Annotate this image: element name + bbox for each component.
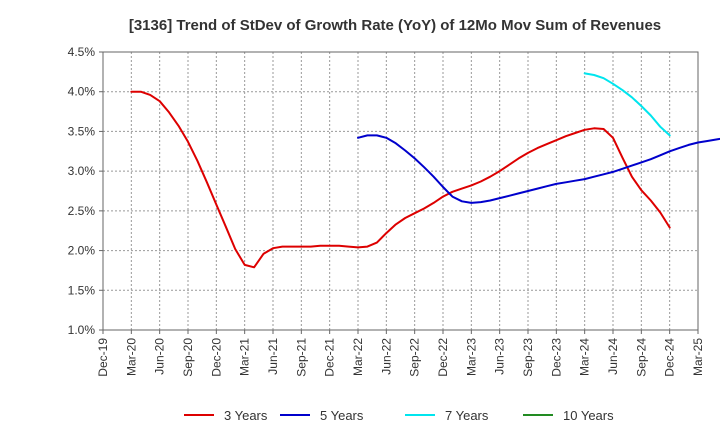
y-tick-label: 1.5% xyxy=(68,283,96,297)
y-axis: 1.0% 1.5% 2.0% 2.5% 3.0% 3.5% 4.0% 4.5% xyxy=(68,45,103,337)
x-tick-label: Mar-20 xyxy=(124,338,138,376)
x-tick-label: Dec-24 xyxy=(663,338,677,377)
y-tick-label: 4.0% xyxy=(68,85,96,99)
x-tick-label: Mar-24 xyxy=(578,338,592,376)
x-tick-label: Sep-23 xyxy=(521,338,535,377)
x-tick-label: Mar-25 xyxy=(691,338,705,376)
x-tick-label: Mar-21 xyxy=(238,338,252,376)
series-line-3-years xyxy=(130,90,671,269)
plot-area xyxy=(102,51,699,331)
x-tick-label: Sep-24 xyxy=(634,338,648,377)
x-tick-label: Sep-22 xyxy=(408,338,422,377)
series-line-7-years xyxy=(583,72,671,137)
chart-title: [3136] Trend of StDev of Growth Rate (Yo… xyxy=(129,17,661,34)
x-tick-label: Sep-20 xyxy=(181,338,195,377)
series-line-5-years xyxy=(357,134,720,204)
x-tick-label: Dec-22 xyxy=(436,338,450,377)
y-tick-label: 2.0% xyxy=(68,244,96,258)
x-tick-label: Dec-21 xyxy=(323,338,337,377)
x-tick-label: Jun-21 xyxy=(266,338,280,375)
x-tick-label: Jun-24 xyxy=(606,338,620,375)
x-tick-label: Mar-23 xyxy=(464,338,478,376)
x-tick-label: Mar-22 xyxy=(351,338,365,376)
y-tick-label: 3.0% xyxy=(68,164,96,178)
y-tick-label: 3.5% xyxy=(68,124,96,138)
x-tick-label: Sep-21 xyxy=(294,338,308,377)
legend-label-7-years: 7 Years xyxy=(445,408,489,423)
x-tick-label: Jun-23 xyxy=(493,338,507,375)
x-tick-label: Dec-19 xyxy=(96,338,110,377)
legend: 3 Years 5 Years 7 Years 10 Years xyxy=(184,408,614,423)
x-tick-label: Dec-20 xyxy=(209,338,223,377)
x-tick-label: Jun-20 xyxy=(153,338,167,375)
legend-label-5-years: 5 Years xyxy=(320,408,364,423)
series-lines xyxy=(130,72,720,269)
y-tick-label: 1.0% xyxy=(68,323,96,337)
legend-label-3-years: 3 Years xyxy=(224,408,268,423)
y-tick-label: 4.5% xyxy=(68,45,96,59)
gridlines xyxy=(103,51,698,331)
legend-label-10-years: 10 Years xyxy=(563,408,614,423)
x-tick-label: Jun-22 xyxy=(379,338,393,375)
x-tick-label: Dec-23 xyxy=(549,338,563,377)
y-tick-label: 2.5% xyxy=(68,204,96,218)
x-axis: Dec-19 Mar-20 Jun-20 Sep-20 Dec-20 Mar-21 Jun-… xyxy=(96,330,705,377)
